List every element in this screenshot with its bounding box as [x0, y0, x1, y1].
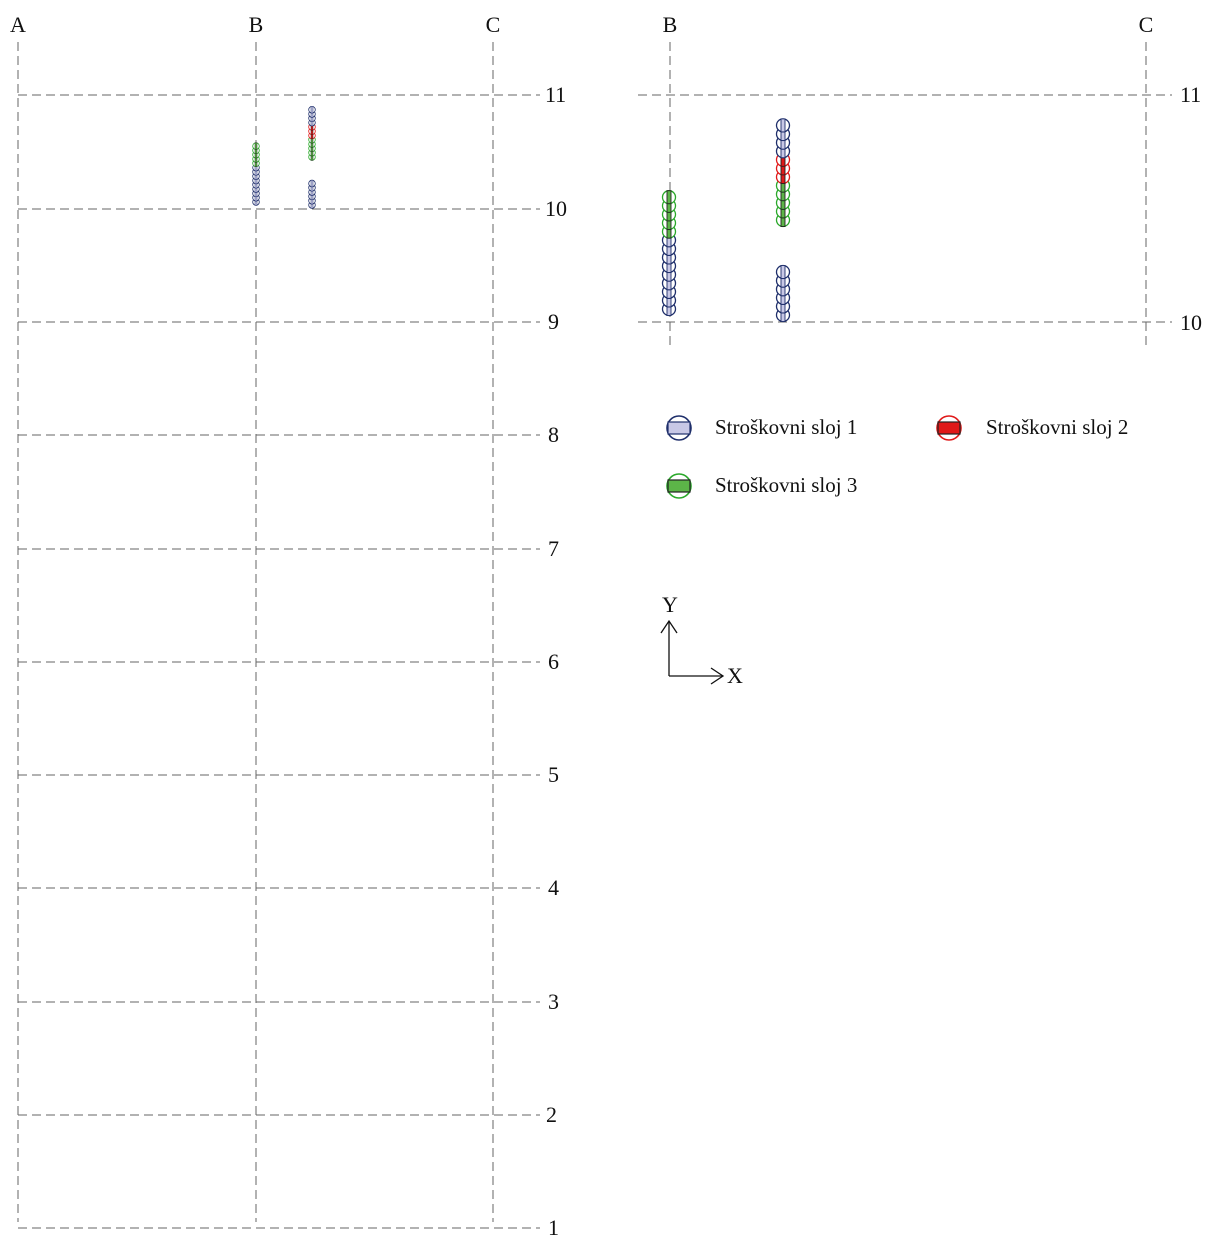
legend-layer1-symbol [666, 415, 692, 441]
detail-column-label-c: C [1139, 12, 1154, 37]
legend-layer3-label: Stroškovni sloj 3 [715, 473, 857, 497]
overview-row-label-3: 3 [548, 989, 559, 1014]
detail-column1-pile-14 [661, 190, 677, 205]
overview-row-label-1: 1 [548, 1215, 559, 1236]
legend-item-layer1: Stroškovni sloj 1 [666, 415, 857, 441]
detail-grid [638, 42, 1172, 348]
coordinate-axes-indicator: Y X [660, 592, 743, 688]
overview-grid-rows [18, 94, 540, 1229]
overview-column2-lower-pile-6 [308, 179, 316, 188]
legend-layer1-label: Stroškovni sloj 1 [715, 415, 857, 439]
detail-piles [661, 118, 791, 323]
overview-row-label-8: 8 [548, 422, 559, 447]
detail-column2-lower-pile-6 [775, 264, 791, 280]
overview-column-labels: A B C [10, 12, 500, 37]
legend-item-layer2: Stroškovni sloj 2 [936, 415, 1128, 441]
overview-row-label-6: 6 [548, 649, 559, 674]
detail-column-label-b: B [663, 12, 678, 37]
legend: Stroškovni sloj 1 Stroškovni sloj 2 Stro… [666, 415, 1128, 499]
x-axis-arrowhead [710, 667, 725, 685]
overview-row-labels: 11 10 9 8 7 6 5 4 3 2 1 [545, 82, 567, 1236]
overview-row-label-10: 10 [545, 196, 567, 221]
detail-labels: B C 11 10 [663, 12, 1202, 335]
overview-column-label-c: C [486, 12, 501, 37]
overview-grid-columns [17, 42, 494, 1222]
y-axis-arrowhead [660, 619, 678, 634]
legend-layer3-symbol [666, 473, 692, 499]
legend-item-layer3: Stroškovni sloj 3 [666, 473, 857, 499]
overview-row-label-11: 11 [545, 82, 566, 107]
overview-row-label-5: 5 [548, 762, 559, 787]
detail-column2-upper-pile-12 [775, 118, 791, 133]
detail-row-label-10: 10 [1180, 310, 1202, 335]
overview-row-label-7: 7 [548, 536, 559, 561]
x-axis-label: X [727, 663, 743, 688]
overview-column-label-b: B [249, 12, 264, 37]
overview-plan: A B C 11 10 9 8 7 6 5 4 3 2 1 [10, 12, 567, 1236]
overview-row-label-4: 4 [548, 875, 559, 900]
detail-plan: B C 11 10 [638, 12, 1202, 348]
overview-row-label-9: 9 [548, 309, 559, 334]
legend-layer2-symbol [936, 415, 962, 441]
detail-row-label-11: 11 [1180, 82, 1201, 107]
overview-piles [252, 105, 316, 209]
overview-row-label-2: 2 [546, 1102, 557, 1127]
overview-column-label-a: A [10, 12, 26, 37]
y-axis-label: Y [662, 592, 678, 617]
legend-layer2-label: Stroškovni sloj 2 [986, 415, 1128, 439]
overview-column1-pile-14 [252, 142, 260, 150]
overview-column2-upper-pile-12 [308, 105, 316, 114]
